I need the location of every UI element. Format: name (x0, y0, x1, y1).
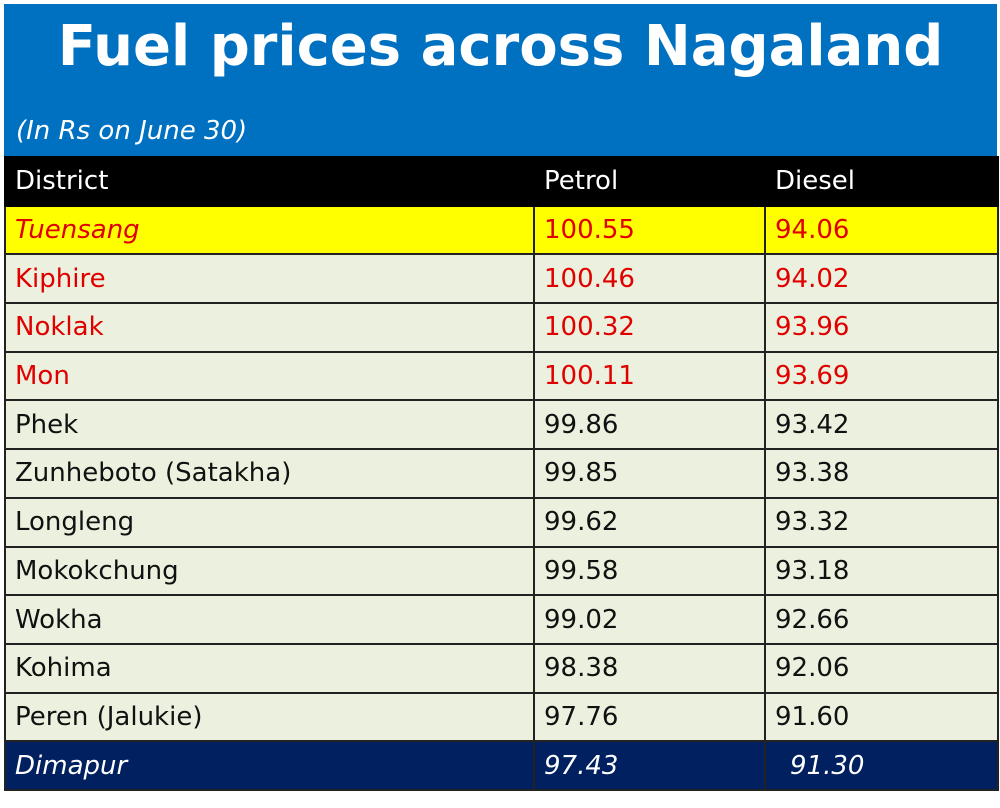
price-cell: 93.42 (764, 399, 999, 451)
table-row: Kiphire 100.46 94.02 (4, 253, 999, 305)
table-body: Tuensang 100.55 94.06 Kiphire 100.46 94.02 Nok… (4, 204, 999, 791)
table-row: Peren (Jalukie) 97.76 91.60 (4, 691, 999, 743)
price-cell: 93.18 (764, 545, 999, 597)
header-row: District Petrol Diesel (4, 156, 999, 207)
price-cell: 93.96 (764, 302, 999, 353)
price-cell: 92.06 (764, 642, 999, 694)
price-cell: 99.62 (533, 496, 766, 548)
table-row: Kohima 98.38 92.06 (4, 642, 999, 694)
district-cell: Phek (4, 399, 535, 451)
table-row: Mon 100.11 93.69 (4, 350, 999, 402)
district-cell: Dimapur (4, 740, 535, 791)
price-cell: 99.85 (533, 448, 766, 499)
column-header: District (4, 156, 535, 207)
price-cell: 93.69 (764, 350, 999, 402)
table-row: Mokokchung 99.58 93.18 (4, 545, 999, 597)
price-cell: 93.38 (764, 448, 999, 499)
district-cell: Peren (Jalukie) (4, 691, 535, 743)
price-cell: 92.66 (764, 594, 999, 645)
district-cell: Mokokchung (4, 545, 535, 597)
district-cell: Kiphire (4, 253, 535, 305)
price-cell: 97.76 (533, 691, 766, 743)
price-cell: 99.02 (533, 594, 766, 645)
price-cell: 100.46 (533, 253, 766, 305)
table-row: Noklak 100.32 93.96 (4, 302, 999, 353)
table-row: Zunheboto (Satakha) 99.85 93.38 (4, 448, 999, 499)
district-cell: Mon (4, 350, 535, 402)
district-cell: Tuensang (4, 204, 535, 256)
price-cell: 98.38 (533, 642, 766, 694)
district-cell: Zunheboto (Satakha) (4, 448, 535, 499)
district-cell: Longleng (4, 496, 535, 548)
price-cell: 99.58 (533, 545, 766, 597)
price-cell: 99.86 (533, 399, 766, 451)
district-cell: Kohima (4, 642, 535, 694)
district-cell: Wokha (4, 594, 535, 645)
district-cell: Noklak (4, 302, 535, 353)
price-cell: 100.32 (533, 302, 766, 353)
table-row: Wokha 99.02 92.66 (4, 594, 999, 645)
header-band: Fuel prices across Nagaland (In Rs on Ju… (4, 4, 997, 156)
price-cell: 97.43 (533, 740, 766, 791)
title: Fuel prices across Nagaland (57, 14, 944, 79)
price-table: District Petrol Diesel Tuensang 100.55 94.06… (4, 156, 999, 791)
price-cell: 93.32 (764, 496, 999, 548)
table-row: Longleng 99.62 93.32 (4, 496, 999, 548)
price-cell: 100.55 (533, 204, 766, 256)
table-row: Dimapur 97.43 91.30 (4, 740, 999, 791)
subtitle: (In Rs on June 30) (16, 116, 248, 146)
price-cell: 91.30 (764, 740, 999, 791)
column-header: Diesel (764, 156, 999, 207)
table-row: Phek 99.86 93.42 (4, 399, 999, 451)
price-cell: 91.60 (764, 691, 999, 743)
table-row: Tuensang 100.55 94.06 (4, 204, 999, 256)
price-cell: 100.11 (533, 350, 766, 402)
price-cell: 94.06 (764, 204, 999, 256)
price-cell: 94.02 (764, 253, 999, 305)
column-header: Petrol (533, 156, 766, 207)
